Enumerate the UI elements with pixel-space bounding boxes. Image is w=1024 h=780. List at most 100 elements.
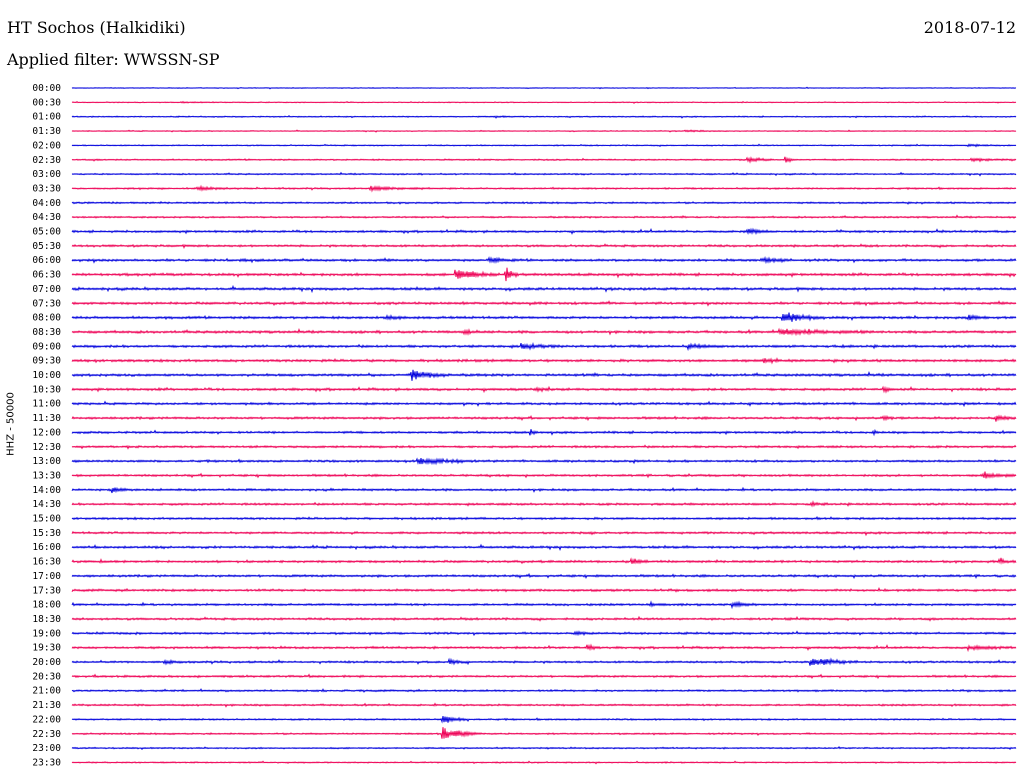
row-time-label: 20:30	[32, 671, 61, 682]
row-time-label: 00:00	[32, 83, 61, 94]
seismogram-trace	[71, 643, 1017, 653]
seismogram-trace	[71, 615, 1017, 622]
seismogram-trace	[71, 114, 1017, 119]
row-time-label: 07:30	[32, 298, 61, 309]
row-time-label: 23:30	[32, 757, 61, 768]
row-time-label: 23:00	[32, 743, 61, 754]
seismogram-trace	[71, 500, 1017, 508]
row-time-label: 03:30	[32, 183, 61, 194]
row-time-label: 06:30	[32, 270, 61, 281]
row-time-label: 01:30	[32, 126, 61, 137]
seismogram-trace	[71, 256, 1017, 265]
seismogram-trace	[71, 284, 1017, 294]
seismogram-trace	[71, 341, 1017, 352]
row-time-label: 12:30	[32, 442, 61, 453]
seismogram-trace	[71, 746, 1017, 751]
seismogram-trace	[71, 516, 1017, 521]
row-time-label: 10:00	[32, 370, 61, 381]
seismogram-trace	[71, 760, 1017, 765]
row-time-label: 14:30	[32, 499, 61, 510]
row-time-label: 15:00	[32, 514, 61, 525]
seismogram-trace	[71, 715, 1017, 724]
row-time-label: 12:00	[32, 427, 61, 438]
row-time-label: 18:30	[32, 614, 61, 625]
seismogram-trace	[71, 587, 1017, 593]
seismogram-trace	[71, 385, 1017, 394]
seismogram-trace	[71, 673, 1017, 680]
row-time-label: 10:30	[32, 384, 61, 395]
row-time-label: 09:00	[32, 341, 61, 352]
seismogram-trace	[71, 400, 1017, 408]
row-time-label: 17:00	[32, 571, 61, 582]
row-time-label: 13:30	[32, 470, 61, 481]
seismogram-trace	[71, 214, 1017, 219]
seismogram-trace	[71, 243, 1017, 250]
seismogram-trace	[71, 530, 1017, 537]
station-title: HT Sochos (Halkidiki)	[7, 18, 186, 37]
row-time-label: 19:30	[32, 643, 61, 654]
row-time-label: 18:00	[32, 600, 61, 611]
seismogram-trace	[71, 369, 1017, 381]
seismogram-trace	[71, 572, 1017, 580]
row-time-label: 21:00	[32, 686, 61, 697]
row-time-label: 15:30	[32, 528, 61, 539]
seismogram-trace	[71, 600, 1017, 610]
filter-label: Applied filter: WWSSN-SP	[7, 50, 220, 69]
row-time-label: 01:00	[32, 112, 61, 123]
seismogram-trace	[71, 428, 1017, 437]
row-time-label: 05:00	[32, 227, 61, 238]
row-time-label: 11:00	[32, 399, 61, 410]
row-time-label: 16:30	[32, 557, 61, 568]
row-time-label: 19:00	[32, 628, 61, 639]
row-time-label: 02:30	[32, 155, 61, 166]
seismogram-trace	[71, 471, 1017, 479]
row-time-label: 22:30	[32, 729, 61, 740]
seismogram-trace	[71, 486, 1017, 494]
seismogram-trace	[71, 702, 1017, 708]
seismogram-trace	[71, 327, 1017, 337]
seismogram-trace	[71, 457, 1017, 466]
row-time-label: 04:30	[32, 212, 61, 223]
seismogram-trace	[71, 657, 1017, 666]
row-time-label: 21:30	[32, 700, 61, 711]
row-time-label: 00:30	[32, 97, 61, 108]
row-time-label: 22:00	[32, 714, 61, 725]
row-time-label: 08:30	[32, 327, 61, 338]
seismogram-trace	[71, 184, 1017, 193]
seismogram-trace	[71, 557, 1017, 565]
seismogram-trace	[71, 414, 1017, 422]
row-time-label: 13:00	[32, 456, 61, 467]
seismogram-trace	[71, 688, 1017, 693]
seismogram-trace	[71, 357, 1017, 365]
seismogram-trace	[71, 630, 1017, 637]
row-time-label: 20:00	[32, 657, 61, 668]
seismogram-trace	[71, 300, 1017, 307]
row-time-label: 09:30	[32, 356, 61, 367]
seismogram-trace	[71, 156, 1017, 164]
seismogram-trace	[71, 543, 1017, 551]
row-time-label: 16:00	[32, 542, 61, 553]
seismogram-trace	[71, 171, 1017, 177]
seismogram-trace	[71, 267, 1017, 282]
row-time-label: 03:00	[32, 169, 61, 180]
row-time-label: 11:30	[32, 413, 61, 424]
recording-date: 2018-07-12	[923, 18, 1016, 37]
row-time-label: 17:30	[32, 585, 61, 596]
row-time-label: 06:00	[32, 255, 61, 266]
row-time-label: 05:30	[32, 241, 61, 252]
seismogram-trace	[71, 86, 1017, 90]
seismogram-trace	[71, 143, 1017, 148]
seismogram-trace	[71, 227, 1017, 235]
seismogram-trace	[71, 727, 1017, 739]
row-time-label: 14:00	[32, 485, 61, 496]
row-time-label: 04:00	[32, 198, 61, 209]
seismogram-trace	[71, 100, 1017, 104]
row-time-label: 02:00	[32, 140, 61, 151]
seismogram-trace	[71, 444, 1017, 450]
row-time-label: 07:00	[32, 284, 61, 295]
seismogram-trace	[71, 200, 1017, 205]
row-time-label: 08:00	[32, 313, 61, 324]
seismogram-trace	[71, 312, 1017, 322]
seismogram-trace	[71, 129, 1017, 133]
